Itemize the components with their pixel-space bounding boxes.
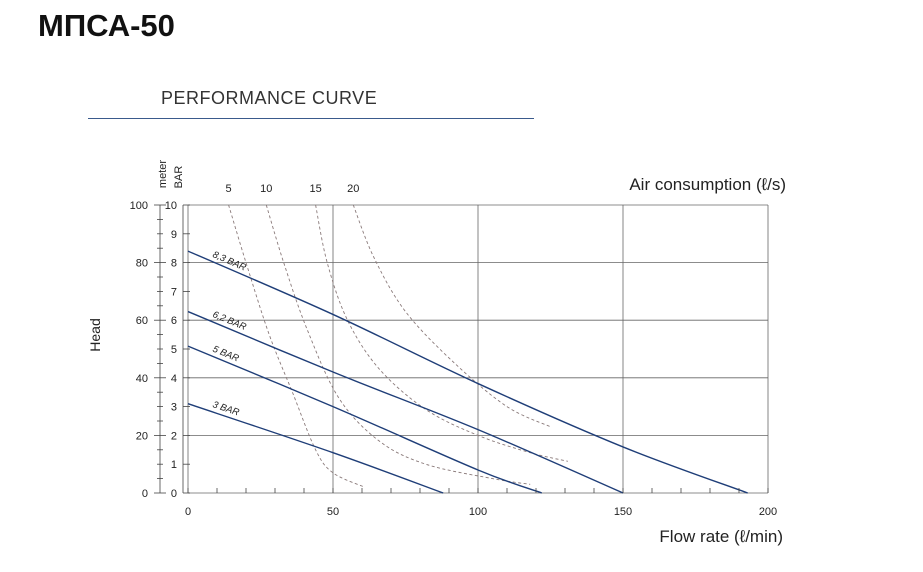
air-tick-label: 15 <box>309 183 321 195</box>
model-title: МПСА-50 <box>38 8 175 43</box>
bar-tick-label: 9 <box>171 229 177 241</box>
bar-tick-label: 3 <box>171 402 177 414</box>
bar-unit-label: BAR <box>173 166 185 189</box>
bar-tick-label: 7 <box>171 286 177 298</box>
x-tick-label: 0 <box>185 506 191 518</box>
bar-tick-label: 0 <box>171 488 177 500</box>
x-tick-label: 100 <box>469 506 487 518</box>
series-label: 8,3 BAR <box>211 249 248 273</box>
series-line-8-3-bar <box>187 250 748 494</box>
series-line-6-2-bar <box>187 310 624 494</box>
air-consumption-label: Air consumption (ℓ/s) <box>629 175 786 194</box>
bar-tick-label: 4 <box>171 373 177 385</box>
meter-tick-label: 80 <box>136 258 148 270</box>
title-underline <box>88 118 534 119</box>
chart-title: PERFORMANCE CURVE <box>161 88 378 108</box>
series-line-5-bar <box>187 345 543 494</box>
y-axis-label: Head <box>87 318 103 351</box>
axes: 0 50 100 150 200 0 20 40 60 80 100 0 1 2 3 4 5 6 7 8 9 10 5 10 1… <box>130 183 778 518</box>
bar-tick-label: 10 <box>165 200 177 212</box>
bar-tick-label: 2 <box>171 430 177 442</box>
air-curve-20 <box>352 204 551 428</box>
bar-tick-label: 8 <box>171 258 177 270</box>
meter-tick-label: 60 <box>136 315 148 327</box>
x-tick-label: 200 <box>759 506 777 518</box>
series-label: 3 BAR <box>211 399 241 418</box>
air-curve-15 <box>315 204 569 462</box>
x-axis-label: Flow rate (ℓ/min) <box>659 527 783 546</box>
meter-tick-label: 20 <box>136 430 148 442</box>
air-curve-5 <box>228 204 366 488</box>
meter-tick-label: 40 <box>136 373 148 385</box>
bar-tick-label: 6 <box>171 315 177 327</box>
air-tick-label: 20 <box>347 183 359 195</box>
x-tick-label: 150 <box>614 506 632 518</box>
bar-tick-label: 1 <box>171 459 177 471</box>
bar-tick-label: 5 <box>171 344 177 356</box>
meter-unit-label: meter <box>157 160 169 188</box>
x-tick-label: 50 <box>327 506 339 518</box>
air-curve-10 <box>265 204 531 485</box>
series-line-3-bar <box>187 403 444 494</box>
air-consumption-curves <box>228 204 569 488</box>
meter-tick-label: 100 <box>130 200 148 212</box>
air-tick-label: 10 <box>260 183 272 195</box>
air-tick-label: 5 <box>226 183 232 195</box>
meter-tick-label: 0 <box>142 488 148 500</box>
